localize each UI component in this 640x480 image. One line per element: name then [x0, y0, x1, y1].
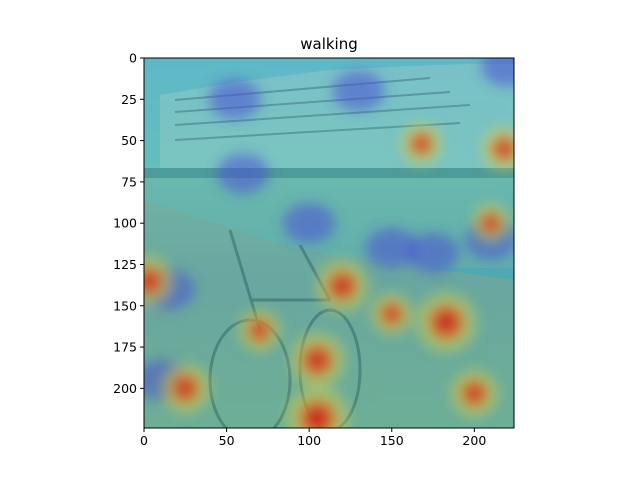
heatmap-coldspot [407, 232, 460, 273]
x-tick-label: 50 [219, 433, 235, 448]
heatmap-coldspot [217, 153, 270, 194]
x-tick-label: 0 [140, 433, 148, 448]
heatmap-hotspot-core [495, 140, 513, 158]
hot-regions [144, 122, 514, 428]
heatmap-hotspot-core [434, 310, 458, 334]
heatmap-coldspot [332, 71, 385, 112]
heatmap-coldspot [481, 58, 514, 87]
y-tick-label: 150 [113, 298, 137, 313]
x-axis: 0 50 100 150 200 [140, 428, 486, 448]
heatmap-hotspot-core [306, 349, 328, 371]
ship-waterline [144, 168, 514, 178]
heatmap-hotspot-core [144, 271, 159, 291]
heatmap-hotspot-core [413, 135, 430, 152]
heatmap-hotspot-core [305, 406, 330, 428]
heatmap-hotspot-core [465, 384, 484, 403]
y-tick-label: 25 [121, 92, 137, 107]
y-axis: 0 25 50 75 100 125 150 175 200 [113, 51, 144, 396]
y-tick-label: 200 [113, 381, 137, 396]
chart-title: walking [300, 35, 358, 53]
axes-frame [143, 57, 515, 429]
heatmap-hotspot-core [383, 306, 400, 323]
heatmap-hotspot-core [251, 322, 268, 339]
y-tick-label: 50 [121, 133, 137, 148]
heatmap-hotspot-core [483, 215, 499, 231]
promenade [144, 200, 514, 428]
y-tick-label: 75 [121, 174, 137, 189]
x-tick-label: 200 [462, 433, 486, 448]
y-tick-label: 100 [113, 216, 137, 231]
heatmap-coldspot [365, 227, 418, 268]
heatmap-coldspot [208, 79, 261, 120]
y-tick-label: 0 [129, 51, 137, 66]
heatmap-coldspot [283, 203, 336, 244]
y-tick-label: 175 [113, 340, 137, 355]
heatmap-hotspot-core [332, 275, 353, 296]
x-tick-label: 100 [297, 433, 321, 448]
y-tick-label: 125 [113, 257, 137, 272]
heatmap-image [144, 58, 514, 428]
x-tick-label: 150 [380, 433, 404, 448]
heatmap-hotspot-core [175, 378, 195, 398]
